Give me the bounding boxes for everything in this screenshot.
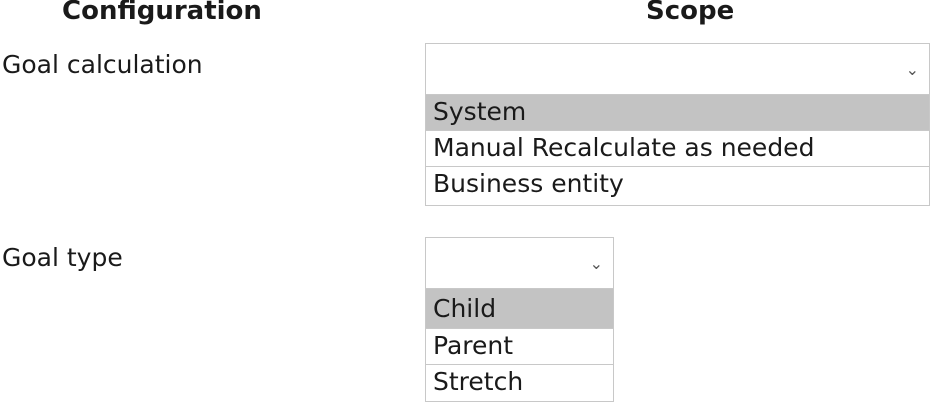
chevron-down-icon[interactable]: ⌄ — [905, 60, 919, 79]
option-system[interactable]: System — [426, 95, 929, 131]
option-manual-recalculate[interactable]: Manual Recalculate as needed — [426, 131, 929, 167]
configuration-header: Configuration — [62, 0, 262, 26]
goal-type-label: Goal type — [2, 243, 123, 272]
option-stretch[interactable]: Stretch — [433, 367, 524, 396]
goal-type-dropdown[interactable]: ⌄ Child Parent Stretch — [425, 237, 614, 402]
option-parent[interactable]: Parent — [426, 329, 613, 365]
chevron-down-icon[interactable]: ⌄ — [589, 254, 603, 273]
goal-calculation-dropdown[interactable]: ⌄ System Manual Recalculate as needed Bu… — [425, 43, 930, 206]
goal-calculation-label: Goal calculation — [2, 50, 203, 79]
goal-type-select[interactable]: ⌄ — [426, 238, 613, 289]
scope-header: Scope — [646, 0, 735, 26]
option-child[interactable]: Child — [426, 289, 613, 329]
goal-calculation-select[interactable]: ⌄ — [426, 44, 929, 95]
option-business-entity[interactable]: Business entity — [433, 169, 624, 198]
